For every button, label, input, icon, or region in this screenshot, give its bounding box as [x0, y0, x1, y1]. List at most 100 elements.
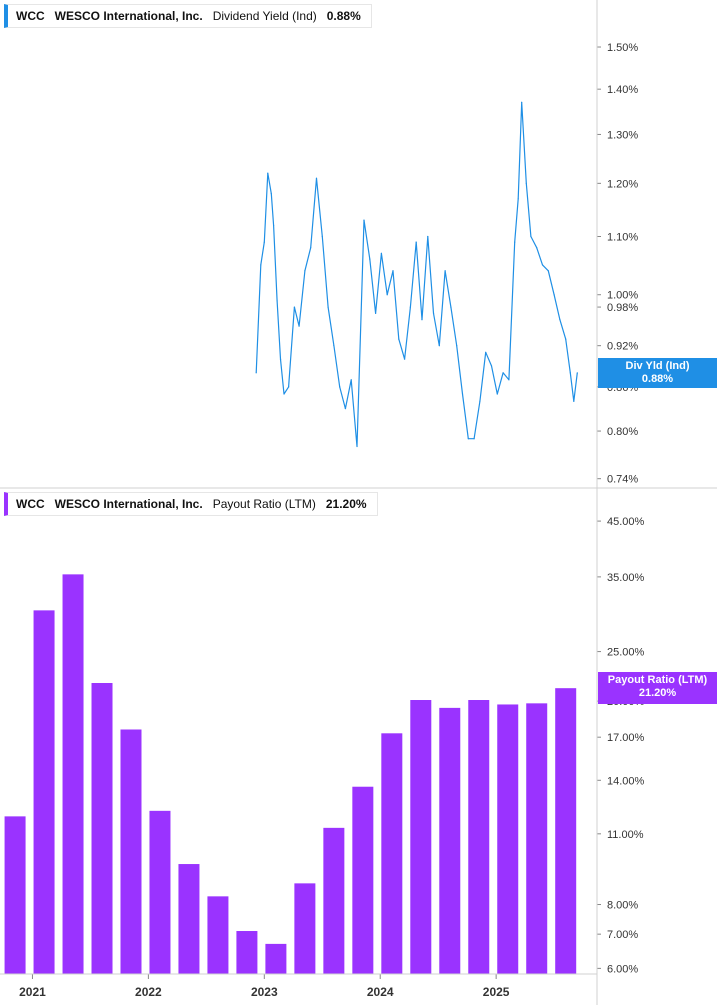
- y-tick-label: 1.40%: [607, 84, 638, 96]
- x-tick-label: 2021: [19, 985, 46, 999]
- legend-metric: Dividend Yield (Ind): [212, 9, 317, 23]
- data-point: [369, 258, 371, 260]
- x-tick-label: 2024: [367, 985, 394, 999]
- data-point: [444, 270, 446, 272]
- y-tick-label: 1.50%: [607, 42, 638, 54]
- data-point: [421, 319, 423, 321]
- bar: [33, 610, 55, 974]
- data-point: [427, 235, 429, 238]
- data-point: [479, 400, 481, 402]
- y-tick-label: 0.74%: [607, 474, 638, 486]
- data-point: [456, 345, 458, 347]
- x-tick-label: 2025: [483, 985, 510, 999]
- y-tick-label: 7.00%: [607, 929, 638, 941]
- y-tick-label: 0.92%: [607, 341, 638, 353]
- data-point: [356, 445, 358, 448]
- y-tick-label: 0.98%: [607, 302, 638, 314]
- data-point: [450, 306, 452, 308]
- legend-dividend-yield: WCC WESCO International, Inc. Dividend Y…: [4, 4, 372, 28]
- data-point: [392, 270, 394, 272]
- data-point: [415, 241, 417, 243]
- data-point: [485, 351, 487, 353]
- y-tick-label: 17.00%: [607, 732, 645, 744]
- badge-value: 21.20%: [638, 687, 677, 700]
- data-point: [333, 345, 335, 347]
- data-point: [363, 219, 365, 221]
- legend-ticker: WCC: [16, 9, 45, 23]
- data-point: [263, 241, 265, 243]
- current-value-badge-yield: Div Yld (Ind) 0.88%: [598, 357, 717, 388]
- y-tick-label: 14.00%: [607, 775, 645, 787]
- data-point: [276, 300, 278, 302]
- data-point: [576, 372, 578, 374]
- data-point: [525, 182, 527, 184]
- bar: [294, 883, 316, 974]
- bar: [526, 703, 548, 974]
- badge-label: Payout Ratio (LTM): [607, 674, 708, 687]
- data-point: [310, 247, 312, 249]
- data-point: [536, 247, 538, 249]
- bar: [120, 729, 142, 974]
- y-tick-label: 1.00%: [607, 290, 638, 302]
- y-tick-label: 0.80%: [607, 426, 638, 438]
- x-tick-label: 2023: [251, 985, 278, 999]
- data-point: [565, 338, 567, 340]
- bar: [410, 700, 432, 974]
- legend-company: WESCO International, Inc.: [54, 9, 203, 23]
- bar: [381, 733, 403, 974]
- data-point: [432, 312, 435, 314]
- data-point: [547, 270, 549, 272]
- bar: [555, 688, 577, 974]
- legend-company: WESCO International, Inc.: [54, 497, 203, 511]
- y-tick-label: 45.00%: [607, 516, 645, 528]
- data-point: [553, 294, 555, 296]
- bar: [497, 704, 519, 974]
- data-point: [508, 379, 510, 381]
- badge-label: Div Yld (Ind): [625, 359, 690, 372]
- bar: [236, 931, 258, 974]
- data-point: [293, 306, 296, 308]
- data-point: [327, 306, 329, 308]
- data-point: [467, 438, 469, 440]
- data-point: [473, 438, 475, 440]
- y-tick-label: 25.00%: [607, 647, 645, 659]
- data-point: [559, 319, 561, 321]
- data-point: [270, 193, 272, 195]
- bar: [178, 864, 200, 974]
- data-point: [374, 312, 377, 314]
- data-point: [380, 252, 382, 254]
- bar: [468, 700, 490, 974]
- data-point: [569, 372, 571, 374]
- badge-value: 0.88%: [641, 372, 674, 385]
- data-point: [530, 235, 532, 238]
- bar: [149, 810, 171, 974]
- data-point: [260, 264, 262, 266]
- y-tick-label: 1.10%: [607, 232, 638, 244]
- data-point: [339, 386, 341, 388]
- bar: [4, 816, 26, 974]
- x-axis: 2021 2022 2023 2024 2025: [19, 974, 510, 999]
- legend-payout-ratio: WCC WESCO International, Inc. Payout Rat…: [4, 492, 378, 516]
- y-tick-label: 35.00%: [607, 572, 645, 584]
- data-point: [409, 306, 411, 308]
- data-point: [344, 407, 347, 410]
- data-point: [403, 358, 406, 360]
- bar: [352, 786, 374, 974]
- bar: [207, 896, 229, 974]
- y-tick-label: 6.00%: [607, 963, 638, 975]
- data-point: [321, 235, 323, 238]
- data-point: [438, 345, 440, 347]
- data-point: [521, 101, 523, 104]
- dividend-yield-panel: 1.50% 1.40% 1.30% 1.20% 1.10% 1.00%0.98% 0.92%…: [255, 42, 638, 486]
- current-value-badge-payout: Payout Ratio (LTM) 21.20%: [598, 672, 717, 705]
- data-point: [350, 379, 352, 381]
- data-point: [267, 172, 269, 174]
- data-point: [514, 241, 516, 243]
- data-point: [573, 400, 575, 402]
- y-tick-label: 8.00%: [607, 900, 638, 912]
- y-tick-label: 1.20%: [607, 178, 638, 190]
- bar: [439, 707, 461, 974]
- y-tick-label: 11.00%: [607, 829, 644, 841]
- data-point: [502, 372, 504, 374]
- data-point: [288, 386, 290, 388]
